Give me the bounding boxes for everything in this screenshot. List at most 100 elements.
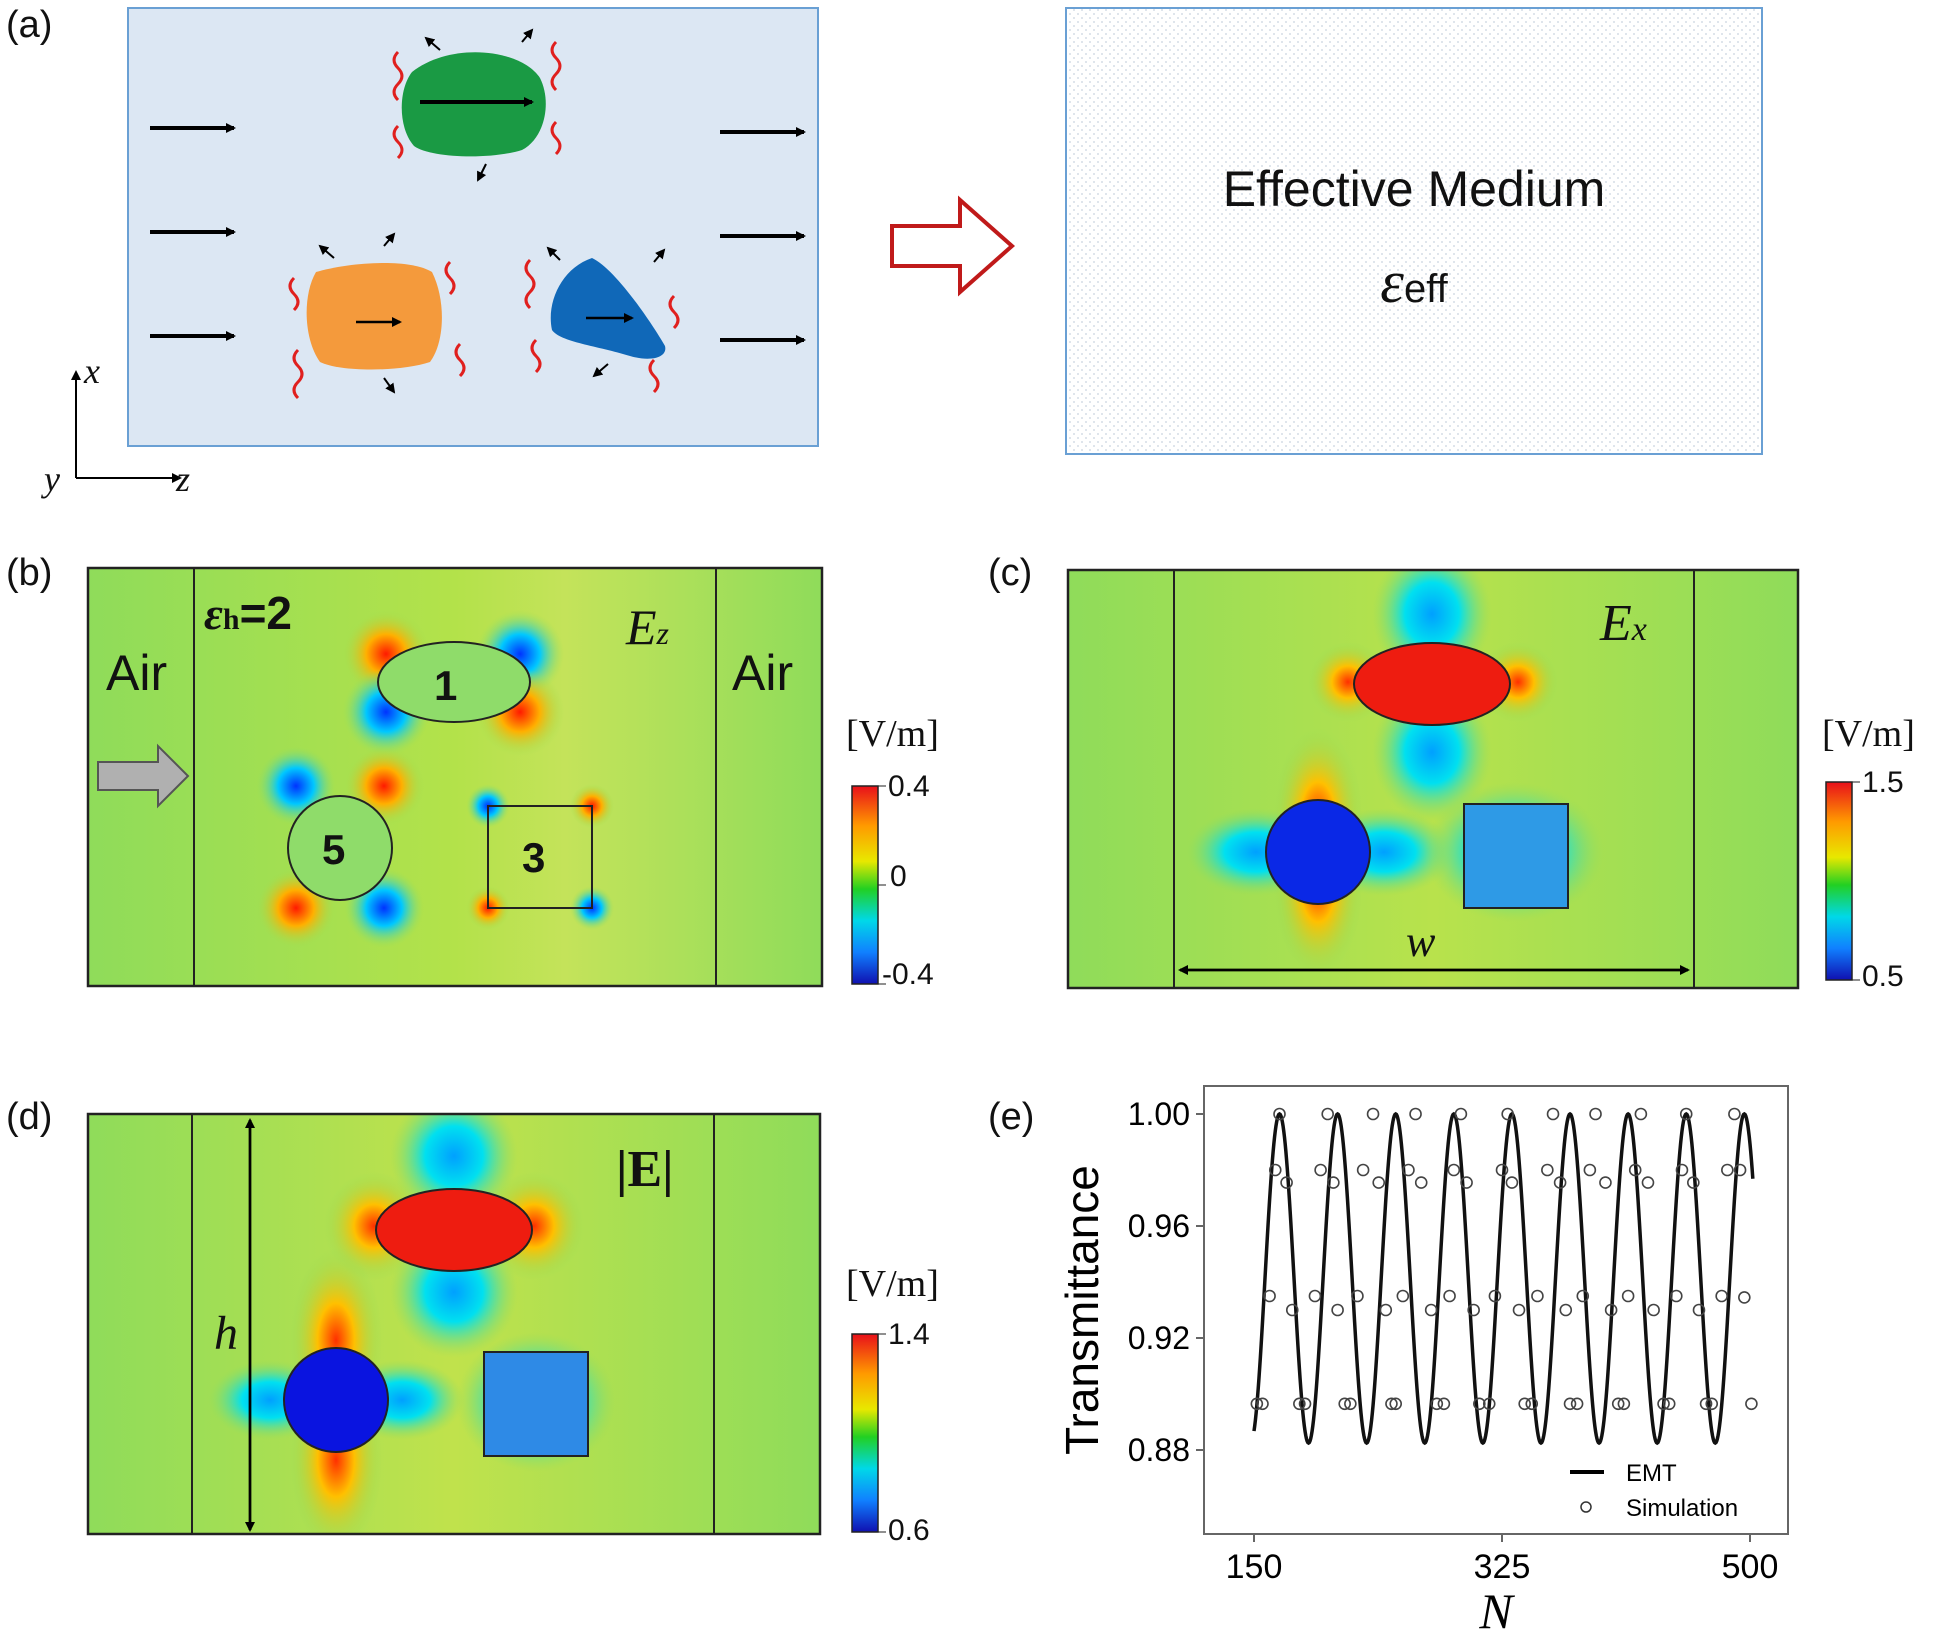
effective-medium-title: Effective Medium bbox=[1222, 161, 1606, 217]
simulation-point bbox=[1559, 1303, 1573, 1317]
air-right-label: Air bbox=[732, 645, 794, 701]
ez-subscript: z bbox=[656, 615, 669, 651]
colorbar-b-unit: [V/m] bbox=[846, 713, 939, 755]
legend-simulation-swatch bbox=[1580, 1501, 1592, 1513]
x-tick-label: 325 bbox=[1474, 1548, 1531, 1586]
x-tick-label: 150 bbox=[1226, 1548, 1283, 1586]
simulation-point bbox=[1268, 1163, 1282, 1177]
simulation-point bbox=[1728, 1107, 1741, 1121]
simulation-point bbox=[1447, 1163, 1461, 1177]
epsilon-symbol: ε bbox=[1380, 249, 1404, 315]
particle-3-label: 3 bbox=[522, 834, 546, 881]
scattered-wave-squiggles bbox=[288, 40, 680, 400]
simulation-point bbox=[1460, 1176, 1473, 1189]
eps-h-symbol: ε bbox=[204, 588, 223, 639]
simulation-point bbox=[1505, 1176, 1519, 1189]
transform-arrow bbox=[890, 195, 1016, 297]
axis-z-label: z bbox=[176, 459, 191, 499]
simulation-point bbox=[1541, 1163, 1554, 1177]
simulation-point bbox=[1379, 1303, 1393, 1317]
epsilon-subscript: eff bbox=[1403, 267, 1448, 311]
simulation-point bbox=[1263, 1289, 1276, 1303]
simulation-point bbox=[1501, 1107, 1514, 1121]
simulation-point bbox=[1745, 1397, 1758, 1411]
simulation-point bbox=[1576, 1289, 1590, 1303]
simulation-point bbox=[1331, 1303, 1344, 1317]
simulation-point bbox=[1699, 1397, 1713, 1411]
simulation-point bbox=[1454, 1107, 1468, 1121]
y-tick-label: 0.92 bbox=[1128, 1320, 1190, 1356]
particle-5-label: 5 bbox=[322, 826, 346, 873]
legend-emt-label: EMT bbox=[1626, 1460, 1677, 1487]
ex-subscript: x bbox=[1631, 611, 1647, 648]
ez-symbol: E bbox=[626, 599, 657, 655]
simulation-point bbox=[1589, 1107, 1602, 1121]
simulation-point bbox=[1321, 1107, 1334, 1121]
green-particle bbox=[401, 52, 546, 157]
simulation-point bbox=[1256, 1397, 1269, 1411]
colorbar-d-unit: [V/m] bbox=[846, 1263, 939, 1305]
colorbar-c-unit: [V/m] bbox=[1822, 713, 1915, 755]
epsilon-eff-label: εeff bbox=[1066, 248, 1762, 317]
simulation-point bbox=[1675, 1163, 1689, 1177]
simulation-point bbox=[1738, 1291, 1751, 1304]
ex-field-label: Ex bbox=[1600, 594, 1647, 653]
colorbar-d-min: 0.6 bbox=[888, 1514, 930, 1547]
simulation-point bbox=[1692, 1303, 1706, 1317]
simulation-point bbox=[1563, 1397, 1577, 1411]
simulation-point bbox=[1715, 1289, 1728, 1303]
simulation-point bbox=[1721, 1163, 1734, 1177]
e-magnitude-label: |E| bbox=[616, 1141, 674, 1198]
simulation-point bbox=[1705, 1397, 1719, 1411]
simulation-point bbox=[1467, 1303, 1480, 1317]
simulation-point bbox=[1443, 1289, 1456, 1303]
simulation-point bbox=[1430, 1397, 1444, 1411]
simulation-point bbox=[1546, 1107, 1560, 1121]
simulation-point bbox=[1634, 1107, 1648, 1121]
simulation-point bbox=[1298, 1397, 1312, 1411]
simulation-point bbox=[1437, 1397, 1451, 1411]
simulation-point bbox=[1389, 1397, 1403, 1411]
simulation-point bbox=[1617, 1397, 1631, 1411]
simulation-point bbox=[1628, 1163, 1642, 1177]
simulation-point bbox=[1424, 1303, 1438, 1317]
y-tick-label: 0.88 bbox=[1128, 1432, 1190, 1468]
simulation-point bbox=[1338, 1397, 1351, 1411]
panel-label-a: (a) bbox=[6, 4, 53, 46]
y-tick-label: 1.00 bbox=[1128, 1096, 1190, 1132]
simulation-point bbox=[1482, 1397, 1496, 1411]
incident-wave-arrow bbox=[97, 743, 190, 809]
simulation-point bbox=[1414, 1176, 1428, 1189]
colorbar-c-max: 1.5 bbox=[1862, 766, 1904, 799]
colorbar-b-mid: 0 bbox=[890, 860, 907, 893]
host-medium-box bbox=[127, 7, 819, 447]
simulation-point bbox=[1273, 1107, 1286, 1121]
colorbar-c-min: 0.5 bbox=[1862, 960, 1904, 993]
simulation-point bbox=[1308, 1289, 1322, 1303]
scattering-arrows bbox=[318, 28, 666, 394]
simulation-point bbox=[1647, 1303, 1660, 1317]
y-axis-title: Transmittance bbox=[1056, 1165, 1108, 1455]
simulation-point bbox=[1657, 1397, 1670, 1411]
ex-symbol: E bbox=[1600, 595, 1632, 652]
height-label: h bbox=[214, 1307, 238, 1360]
panel-label-d: (d) bbox=[6, 1096, 53, 1138]
simulation-point bbox=[1356, 1163, 1370, 1177]
colorbar-b bbox=[851, 785, 879, 985]
panel-label-c: (c) bbox=[988, 552, 1033, 594]
panel-label-e: (e) bbox=[988, 1096, 1035, 1138]
simulation-point bbox=[1679, 1107, 1693, 1121]
eps-h-value: =2 bbox=[239, 587, 293, 639]
simulation-point bbox=[1641, 1176, 1655, 1189]
simulation-point bbox=[1662, 1397, 1676, 1411]
simulation-point bbox=[1531, 1289, 1544, 1303]
simulation-point bbox=[1285, 1303, 1299, 1317]
simulation-point bbox=[1409, 1107, 1422, 1121]
simulation-point bbox=[1385, 1397, 1398, 1411]
simulation-point bbox=[1733, 1163, 1747, 1177]
air-left-label: Air bbox=[106, 645, 168, 701]
panel-label-b: (b) bbox=[6, 552, 53, 594]
